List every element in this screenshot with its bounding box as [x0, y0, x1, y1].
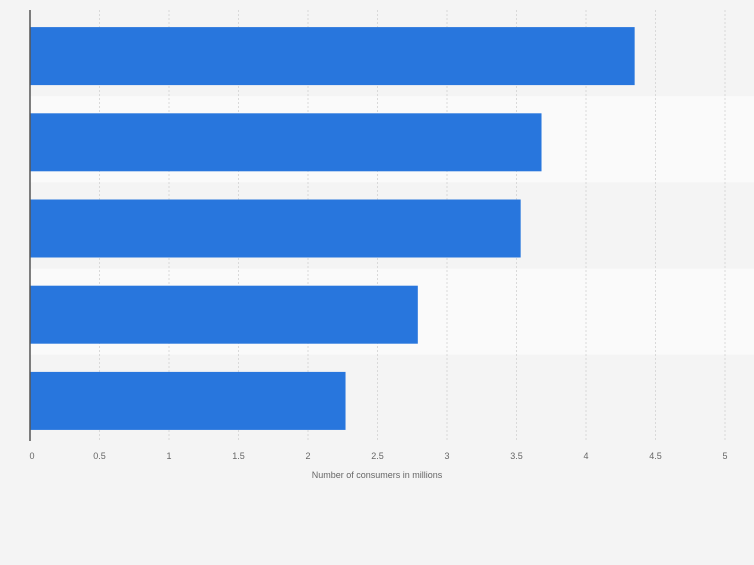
bar[interactable] — [30, 113, 542, 172]
x-tick-label: 5 — [722, 451, 727, 461]
bar[interactable] — [30, 371, 346, 430]
bars — [30, 27, 635, 430]
bar[interactable] — [30, 285, 418, 344]
x-tick-label: 4.5 — [649, 451, 662, 461]
x-tick-label: 1 — [166, 451, 171, 461]
x-tick-label: 3 — [444, 451, 449, 461]
x-tick-label: 0.5 — [93, 451, 106, 461]
bar[interactable] — [30, 199, 521, 258]
x-tick-label: 0 — [29, 451, 34, 461]
x-axis-ticks: 0 0.5 1 1.5 2 2.5 3 3.5 4 4.5 5 — [29, 451, 727, 461]
x-tick-label: 2.5 — [371, 451, 384, 461]
bar[interactable] — [30, 27, 635, 86]
x-axis-label: Number of consumers in millions — [312, 470, 443, 480]
x-tick-label: 2 — [305, 451, 310, 461]
x-tick-label: 3.5 — [510, 451, 523, 461]
x-tick-label: 4 — [583, 451, 588, 461]
x-tick-label: 1.5 — [232, 451, 245, 461]
